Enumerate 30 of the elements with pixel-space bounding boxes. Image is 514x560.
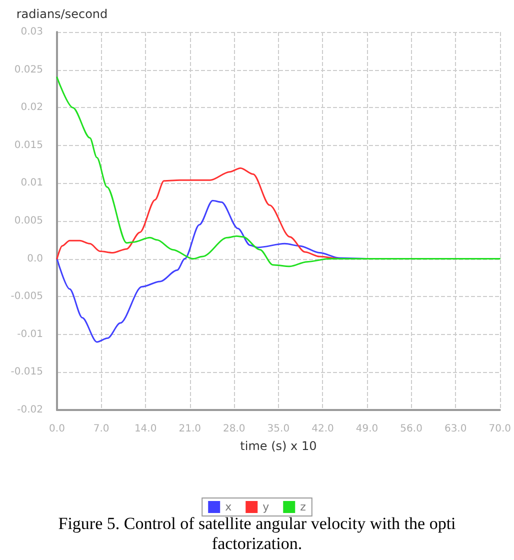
x-tick-label: 21.0	[178, 424, 201, 434]
y-tick-label: 0.03	[20, 26, 43, 38]
legend-label: x	[225, 500, 232, 514]
x-axis-title: time (s) x 10	[240, 439, 317, 453]
legend-label: y	[262, 500, 270, 514]
y-tick-label: 0.005	[14, 216, 43, 226]
legend-label: z	[300, 500, 306, 514]
y-tick-label: -0.015	[10, 366, 43, 378]
y-tick-label: -0.005	[10, 291, 43, 302]
x-tick-label: 0.0	[49, 424, 65, 434]
x-tick-label: 49.0	[356, 424, 378, 434]
x-tick-label: 7.0	[93, 424, 110, 434]
line-series	[56, 76, 501, 268]
y-tick-label: 0.025	[14, 64, 43, 76]
x-tick-label: 70.0	[488, 424, 511, 434]
y-tick-label: 0.01	[20, 178, 43, 189]
x-tick-label: 35.0	[267, 424, 290, 434]
y-tick-label: 0.0	[27, 253, 43, 264]
y-axis-title: radians/second	[16, 7, 108, 21]
y-tick-label: -0.01	[17, 328, 43, 340]
y-tick-label: 0.02	[20, 102, 43, 114]
x-tick-label: 56.0	[400, 424, 422, 434]
x-tick-label: 14.0	[134, 424, 157, 434]
y-tick-label: -0.02	[17, 404, 43, 416]
x-tick-label: 42.0	[312, 424, 334, 434]
y-tick-label: 0.015	[14, 140, 43, 151]
x-tick-label: 63.0	[444, 424, 467, 434]
text: factorization.	[212, 534, 302, 553]
x-tick-label: 28.0	[223, 424, 246, 434]
caption: Figure 5. Control of satellite angular velocity with the opti	[58, 514, 456, 533]
